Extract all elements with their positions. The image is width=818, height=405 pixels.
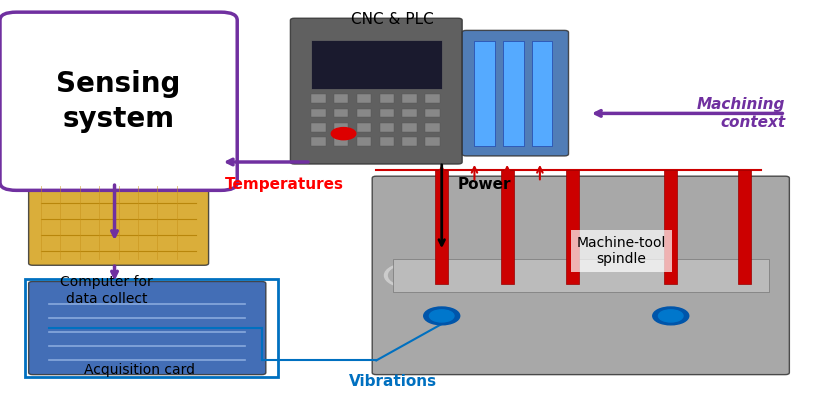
Circle shape — [716, 265, 757, 286]
Bar — [474, 40, 495, 146]
Text: Power: Power — [458, 177, 511, 192]
Bar — [425, 94, 440, 103]
Circle shape — [389, 265, 429, 286]
FancyBboxPatch shape — [29, 180, 209, 265]
Bar — [402, 137, 417, 146]
Text: Temperatures: Temperatures — [225, 177, 344, 192]
Bar — [311, 94, 326, 103]
Circle shape — [331, 128, 356, 140]
Bar — [311, 137, 326, 146]
Bar — [503, 40, 524, 146]
Bar — [357, 94, 371, 103]
Bar — [357, 137, 371, 146]
FancyBboxPatch shape — [372, 176, 789, 375]
Bar — [311, 40, 442, 89]
FancyBboxPatch shape — [290, 18, 462, 164]
Bar — [738, 170, 751, 284]
Bar — [402, 109, 417, 117]
Text: Machining
context: Machining context — [697, 97, 785, 130]
FancyBboxPatch shape — [29, 281, 266, 375]
Bar — [334, 137, 348, 146]
FancyBboxPatch shape — [0, 12, 237, 190]
Bar — [380, 94, 394, 103]
Bar — [425, 123, 440, 132]
Circle shape — [519, 265, 560, 286]
Circle shape — [429, 310, 454, 322]
Bar — [334, 109, 348, 117]
Bar — [402, 94, 417, 103]
Bar — [532, 40, 552, 146]
Bar — [380, 137, 394, 146]
Circle shape — [585, 265, 626, 286]
Circle shape — [454, 265, 495, 286]
Bar — [311, 109, 326, 117]
Bar — [334, 94, 348, 103]
Circle shape — [515, 263, 564, 288]
Bar — [501, 170, 514, 284]
Circle shape — [650, 265, 691, 286]
Bar — [566, 170, 579, 284]
Text: Sensing
system: Sensing system — [56, 70, 181, 132]
Text: Computer for
data collect: Computer for data collect — [60, 275, 153, 306]
Text: Machine-tool
spindle: Machine-tool spindle — [577, 236, 667, 266]
Bar — [311, 123, 326, 132]
Circle shape — [384, 263, 434, 288]
Text: Acquisition card: Acquisition card — [83, 362, 195, 377]
Text: Vibrations: Vibrations — [348, 374, 437, 389]
Circle shape — [581, 263, 630, 288]
Circle shape — [658, 310, 683, 322]
Bar — [357, 109, 371, 117]
Bar — [380, 123, 394, 132]
Text: CNC & PLC: CNC & PLC — [351, 12, 434, 27]
Circle shape — [646, 263, 695, 288]
Circle shape — [712, 263, 761, 288]
Bar — [25, 279, 278, 377]
FancyBboxPatch shape — [462, 30, 569, 156]
Bar — [425, 109, 440, 117]
Bar — [435, 170, 448, 284]
Circle shape — [653, 307, 689, 325]
Bar — [393, 259, 769, 292]
Circle shape — [424, 307, 460, 325]
Bar — [380, 109, 394, 117]
Bar — [664, 170, 677, 284]
Bar — [402, 123, 417, 132]
Bar — [425, 137, 440, 146]
Bar — [334, 123, 348, 132]
Bar — [357, 123, 371, 132]
Circle shape — [450, 263, 499, 288]
